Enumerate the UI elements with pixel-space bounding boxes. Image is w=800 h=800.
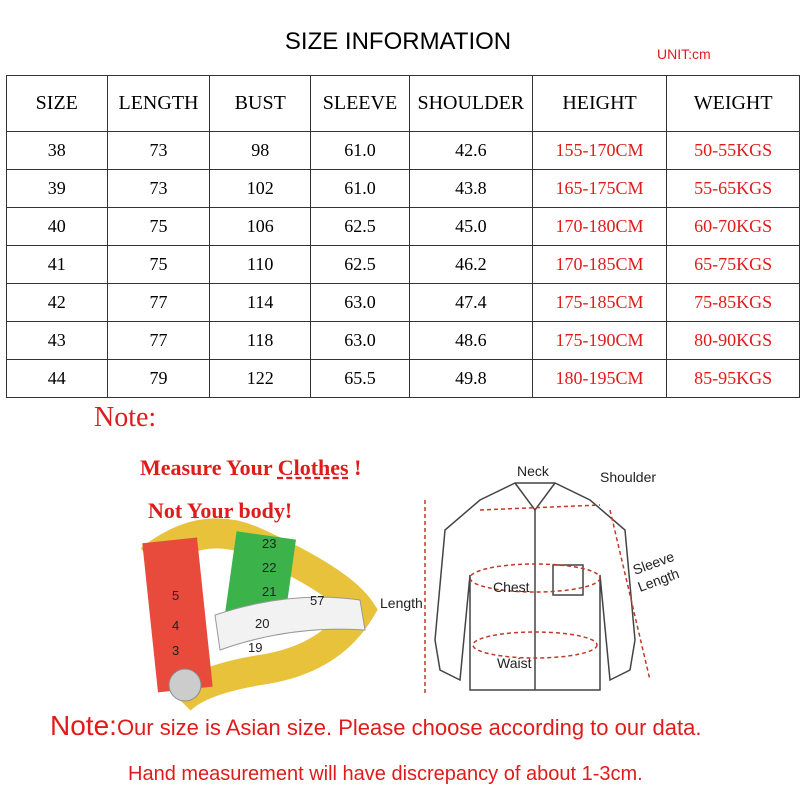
table-cell: 77 xyxy=(106,283,211,322)
note-heading: Note: xyxy=(94,402,157,433)
table-cell: 118 xyxy=(209,321,312,360)
table-cell: 44 xyxy=(6,359,108,398)
shoulder-label: Shoulder xyxy=(600,469,656,485)
footer-note: Note: xyxy=(50,710,117,741)
tape-number: 4 xyxy=(172,618,179,633)
shirt-diagram: Neck Shoulder Chest Waist Length Sleeve … xyxy=(380,463,681,695)
unit: UNIT:cm xyxy=(657,46,711,62)
shoulder-arrow xyxy=(479,504,601,511)
note-exclaim: ! xyxy=(348,455,362,480)
footer-line2: Hand measurement will have discrepancy o… xyxy=(128,763,643,785)
tape-measure: 23 22 21 20 19 5 4 3 57 xyxy=(140,518,378,712)
table-cell: 102 xyxy=(209,169,312,208)
table-cell: 55-65KGS xyxy=(666,169,800,208)
title: SIZE INFORMATION xyxy=(284,28,512,55)
table-cell: 65.5 xyxy=(310,359,410,398)
table-cell: 60-70KGS xyxy=(666,207,800,246)
table-body: 38 73 98 61.0 42.6 155-170CM 50-55KGS 39 73 102 61… xyxy=(6,131,800,398)
footer-line1: Note:Our size is Asian size. Please choo… xyxy=(50,710,701,742)
chest-arrow xyxy=(469,563,601,593)
table-cell: 114 xyxy=(209,283,312,322)
chest-label: Chest xyxy=(493,579,530,595)
table-cell: 62.5 xyxy=(310,207,410,246)
table-cell: 42.6 xyxy=(408,131,533,170)
table-cell: 39 xyxy=(6,169,108,208)
table-cell: 75-85KGS xyxy=(666,283,800,322)
table-cell: 47.4 xyxy=(408,283,533,322)
waist-label: Waist xyxy=(497,655,532,671)
tape-number: 19 xyxy=(248,640,262,655)
tape-number: 23 xyxy=(262,536,276,551)
note-clothes: Clothes xyxy=(277,455,349,480)
table-cell: 155-170CM xyxy=(531,131,668,170)
table-cell: 85-95KGS xyxy=(666,359,800,398)
tape-button xyxy=(168,668,202,702)
table-cell: 80-90KGS xyxy=(666,321,800,360)
tape-number: 22 xyxy=(262,560,276,575)
tape-number: 21 xyxy=(262,584,276,599)
column-header: LENGTH xyxy=(106,75,211,132)
collar xyxy=(514,482,556,512)
table-cell: 180-195CM xyxy=(531,359,668,398)
table-cell: 63.0 xyxy=(310,283,410,322)
table-cell: 43 xyxy=(6,321,108,360)
column-header: SLEEVE xyxy=(310,75,410,132)
table-cell: 175-185CM xyxy=(531,283,668,322)
sleeve-arrow xyxy=(609,509,651,681)
table-row: 40 75 106 62.5 45.0 170-180CM 60-70KGS xyxy=(6,207,800,246)
shirt-outline xyxy=(434,482,636,691)
table-cell: 45.0 xyxy=(408,207,533,246)
column-header: HEIGHT xyxy=(531,75,668,132)
column-header: SHOULDER xyxy=(408,75,533,132)
neck-label: Neck xyxy=(517,463,550,479)
pocket xyxy=(552,564,584,596)
table-row: 42 77 114 63.0 47.4 175-185CM 75-85KGS xyxy=(6,283,800,322)
table-cell: 49.8 xyxy=(408,359,533,398)
header-row: SIZE LENGTH BUST SLEEVE SHOULDER HEIGHT WEIGHT xyxy=(6,75,800,132)
tape-number: 3 xyxy=(172,643,179,658)
table-cell: 61.0 xyxy=(310,169,410,208)
table-cell: 122 xyxy=(209,359,312,398)
table-row: 44 79 122 65.5 49.8 180-195CM 85-95KGS xyxy=(6,359,800,398)
table-cell: 63.0 xyxy=(310,321,410,360)
table-cell: 75 xyxy=(106,245,211,284)
footer-text: Our size is Asian size. Please choose ac… xyxy=(116,715,702,740)
tape-number: 5 xyxy=(172,588,179,603)
table-cell: 79 xyxy=(106,359,211,398)
tape-white xyxy=(214,596,366,651)
length-label: Length xyxy=(380,595,423,611)
size-table: SIZE LENGTH BUST SLEEVE SHOULDER HEIGHT WEIGHT… xyxy=(6,75,800,398)
waist-arrow xyxy=(472,631,598,659)
table-cell: 65-75KGS xyxy=(666,245,800,284)
table-cell: 77 xyxy=(106,321,211,360)
note-measure: Measure Your xyxy=(140,455,278,480)
tape-number: 20 xyxy=(255,616,269,631)
table-cell: 75 xyxy=(106,207,211,246)
tape-red xyxy=(142,537,213,693)
note-line: Measure Your Clothes ! xyxy=(140,455,361,481)
column-header: WEIGHT xyxy=(666,75,800,132)
table-cell: 41 xyxy=(6,245,108,284)
tape-number: 57 xyxy=(310,593,324,608)
table-cell: 170-185CM xyxy=(531,245,668,284)
